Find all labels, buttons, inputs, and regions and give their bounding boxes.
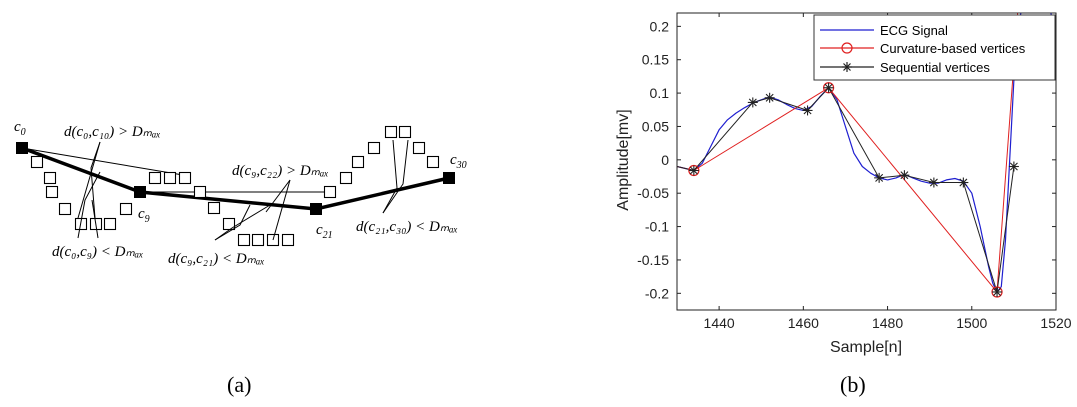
y-tick-labels: 0.2 0.15 0.1 0.05 0 -0.05 -0.1 -0.15 -0.2	[637, 18, 669, 301]
sample-point-square	[193, 185, 207, 199]
y-tick-label: -0.1	[645, 219, 669, 235]
annotation-d-c0-c9: d(c₀,c₉) < Dₘₐₓ	[52, 244, 143, 260]
vertex-c30	[443, 172, 455, 184]
legend-marker-asterisk	[842, 62, 852, 72]
sample-point-square	[207, 201, 221, 215]
vertex-label-c21: c21	[316, 222, 333, 241]
sequential-vertex-marker	[958, 177, 969, 188]
y-tick-label: 0.1	[650, 85, 670, 101]
sample-point-square	[281, 233, 295, 247]
sample-point-square	[103, 217, 117, 231]
sample-point-square	[426, 155, 440, 169]
annotation-d-c9-c22: d(c₉,c₂₂) > Dₘₐₓ	[232, 163, 329, 179]
sequential-vertex-marker	[992, 286, 1003, 297]
sample-point-square	[30, 155, 44, 169]
y-tick-label: 0.05	[642, 118, 669, 134]
sequential-vertex-marker	[764, 92, 775, 103]
sequential-vertex-marker	[802, 105, 813, 116]
annotation-d-c0-c10: d(c₀,c₁₀) > Dₘₐₓ	[64, 124, 161, 140]
y-axis-title: Amplitude[mv]	[615, 109, 632, 210]
sample-point-square	[412, 141, 426, 155]
diagram-vertices	[16, 142, 455, 215]
legend-label-curvature: Curvature-based vertices	[880, 41, 1026, 56]
sample-point-square	[222, 217, 236, 231]
x-tick-label: 1480	[872, 315, 903, 331]
series-ecg-signal-line	[677, 13, 1022, 293]
legend: ECG Signal Curvature-based vertices Sequ…	[813, 14, 1056, 81]
vertex-label-c9: c9	[138, 206, 150, 225]
legend-label-ecg: ECG Signal	[880, 23, 948, 38]
legend-label-sequential: Sequential vertices	[880, 60, 990, 75]
x-axis-title: Sample[n]	[830, 339, 902, 356]
sample-point-square	[323, 185, 337, 199]
sample-point-square	[339, 171, 353, 185]
sample-point-square	[43, 171, 57, 185]
y-tick-label: -0.15	[637, 252, 669, 268]
y-tick-label: -0.2	[645, 285, 669, 301]
annotation-d-c9-c21: d(c₉,c₂₁) < Dₘₐₓ	[168, 251, 265, 267]
sequential-vertex-marker	[823, 82, 834, 93]
panel-label-a: (a)	[227, 372, 251, 397]
vertex-c9	[134, 186, 146, 198]
sequential-vertex-marker	[874, 172, 885, 183]
diagram-polyline	[21, 146, 450, 211]
x-tick-labels: 1440 1460 1480 1500 1520	[704, 315, 1072, 331]
sample-point-square	[45, 185, 59, 199]
legend-entry-sequential: Sequential vertices	[820, 60, 990, 75]
diagram-leader-lines	[77, 139, 409, 241]
x-tick-label: 1440	[704, 315, 735, 331]
sample-point-square	[351, 155, 365, 169]
annotation-d-c21-c30: d(c₂₁,c₃₀) < Dₘₐₓ	[356, 219, 458, 235]
vertex-label-c30: c30	[450, 152, 467, 171]
sample-point-square	[367, 141, 381, 155]
sample-point-square	[384, 125, 398, 139]
diagram-panel-a: c0 c9 c21 c30 d(c₀,c₁₀) > Dₘₐₓ d(c₉,c₂₂)…	[14, 119, 467, 267]
y-tick-label: -0.05	[637, 185, 669, 201]
sample-point-square	[58, 202, 72, 216]
sequential-vertex-marker	[688, 165, 699, 176]
sample-point-square	[119, 202, 133, 216]
chart-panel-b: Amplitude[mv] Sample[n] 0.2 0.15 0.1 0.05 0 -…	[615, 12, 1072, 356]
x-tick-label: 1500	[956, 315, 987, 331]
sequential-vertex-marker	[899, 170, 910, 181]
vertex-c0	[16, 142, 28, 154]
vertex-c21	[310, 203, 322, 215]
sample-point-square	[178, 171, 192, 185]
sample-point-square	[148, 171, 162, 185]
sample-point-square	[251, 233, 265, 247]
sample-point-square	[163, 171, 177, 185]
sequential-vertex-marker	[1008, 161, 1019, 172]
legend-entry-curvature: Curvature-based vertices	[820, 41, 1026, 56]
sample-point-square	[237, 233, 251, 247]
sequential-vertex-marker	[747, 97, 758, 108]
series-layer	[677, 13, 1055, 298]
panel-label-b: (b)	[840, 372, 866, 397]
diagram-thin-lines	[21, 147, 333, 193]
x-tick-label: 1520	[1040, 315, 1071, 331]
diagram-sample-points	[30, 125, 440, 247]
sequential-vertex-marker	[928, 177, 939, 188]
y-tick-label: 0.15	[642, 52, 669, 68]
sample-point-square	[398, 125, 412, 139]
x-tick-label: 1460	[788, 315, 819, 331]
y-tick-label: 0.2	[650, 18, 670, 34]
legend-marker-circle	[841, 42, 853, 54]
series-sequential-line	[677, 86, 1015, 293]
legend-entry-ecg: ECG Signal	[820, 23, 948, 38]
plot-frame	[676, 12, 1057, 311]
y-tick-label: 0	[661, 152, 669, 168]
vertex-label-c0: c0	[14, 119, 26, 138]
